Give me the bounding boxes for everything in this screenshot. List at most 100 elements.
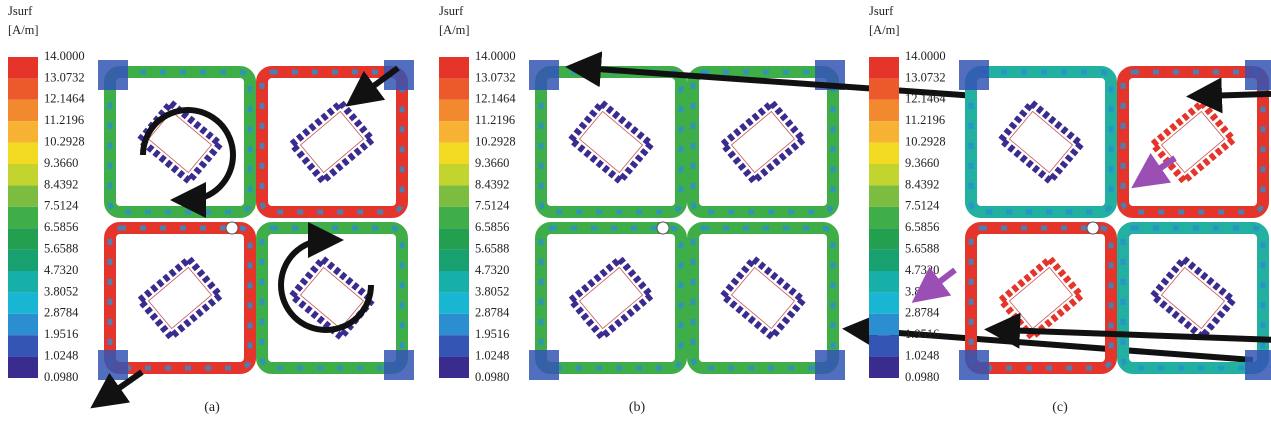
- legend-label: 14.0000: [475, 49, 516, 63]
- corner-tab: [98, 350, 128, 380]
- legend-label: 4.7320: [905, 263, 939, 277]
- legend-label: 3.8052: [475, 284, 509, 298]
- legend-label: 11.2196: [475, 113, 515, 127]
- ring-outline: [689, 224, 837, 372]
- ring-current-accent: [541, 72, 681, 212]
- ring-outline: [106, 224, 254, 372]
- legend-label: 5.6588: [475, 241, 509, 255]
- legend-swatch: [439, 164, 469, 185]
- ring-outline: [537, 68, 685, 216]
- legend-label: 10.2928: [44, 134, 85, 148]
- corner-tab: [959, 60, 989, 90]
- legend-swatch: [439, 292, 469, 313]
- legend-swatch: [8, 78, 38, 99]
- ring-current-accent: [971, 72, 1111, 212]
- ring-outline: [967, 68, 1115, 216]
- ring-outline: [1119, 68, 1267, 216]
- legend-label: 9.3660: [905, 156, 939, 170]
- legend-swatch: [869, 207, 899, 228]
- legend-label: 0.0980: [475, 370, 509, 384]
- legend-swatch: [8, 228, 38, 249]
- ring-outline: [537, 224, 685, 372]
- legend-swatch: [8, 121, 38, 142]
- legend-label: 9.3660: [44, 156, 78, 170]
- legend-label: 3.8052: [44, 284, 78, 298]
- legend-swatch: [869, 121, 899, 142]
- legend-swatch: [869, 357, 899, 378]
- legend-label: 13.0732: [905, 70, 946, 84]
- legend-swatch: [8, 100, 38, 121]
- legend-swatch: [8, 143, 38, 164]
- legend-label: 6.5856: [44, 220, 78, 234]
- caption: (b): [629, 400, 646, 415]
- legend-unit: [A/m]: [439, 23, 470, 37]
- legend-swatch: [8, 185, 38, 206]
- legend-swatch: [439, 207, 469, 228]
- corner-tab: [1245, 60, 1271, 90]
- legend-swatch: [439, 143, 469, 164]
- inner-loop-line: [149, 267, 212, 328]
- legend-swatch: [869, 250, 899, 271]
- legend-label: 12.1464: [475, 92, 516, 106]
- ring-current: [693, 228, 833, 368]
- legend-swatch: [439, 250, 469, 271]
- ring-current-accent: [693, 228, 833, 368]
- ring-current-accent: [262, 72, 402, 212]
- legend-label: 8.4392: [475, 177, 509, 191]
- ring-current: [971, 72, 1111, 212]
- legend-swatch: [869, 143, 899, 164]
- legend-swatch: [869, 100, 899, 121]
- legend-swatch: [8, 207, 38, 228]
- ring-current-accent: [110, 228, 250, 368]
- corner-tab: [384, 350, 414, 380]
- ring-current: [1123, 228, 1263, 368]
- legend-label: 4.7320: [44, 263, 78, 277]
- legend-label: 5.6588: [905, 241, 939, 255]
- center-via: [1087, 222, 1099, 234]
- corner-tab: [98, 60, 128, 90]
- ring-current: [262, 72, 402, 212]
- legend-label: 11.2196: [44, 113, 84, 127]
- ring-current: [693, 72, 833, 212]
- ring-current: [541, 228, 681, 368]
- legend-label: 5.6588: [44, 241, 78, 255]
- legend-label: 6.5856: [905, 220, 939, 234]
- legend-label: 1.0248: [905, 348, 939, 362]
- legend-label: 8.4392: [44, 177, 78, 191]
- legend-label: 0.0980: [44, 370, 78, 384]
- legend-swatch: [869, 335, 899, 356]
- legend-swatch: [439, 314, 469, 335]
- legend-swatch: [439, 357, 469, 378]
- legend-swatch: [8, 57, 38, 78]
- legend-label: 14.0000: [44, 49, 85, 63]
- corner-tab: [959, 350, 989, 380]
- legend-label: 14.0000: [905, 49, 946, 63]
- legend-swatch: [869, 164, 899, 185]
- inner-loop-line: [580, 267, 643, 328]
- corner-tab: [529, 60, 559, 90]
- center-via: [226, 222, 238, 234]
- legend-label: 7.5124: [905, 199, 940, 213]
- legend-swatch: [8, 314, 38, 335]
- inner-loop-line: [1010, 267, 1073, 328]
- legend-label: 1.9516: [905, 327, 939, 341]
- legend-swatch: [8, 164, 38, 185]
- inner-loop-line: [301, 111, 364, 172]
- legend-label: 10.2928: [905, 134, 946, 148]
- legend-swatch: [869, 228, 899, 249]
- legend-swatch: [8, 357, 38, 378]
- legend-swatch: [869, 314, 899, 335]
- legend-label: 1.9516: [475, 327, 509, 341]
- legend-label: 10.2928: [475, 134, 516, 148]
- legend-swatch: [8, 250, 38, 271]
- caption: (c): [1052, 400, 1068, 415]
- legend-unit: [A/m]: [869, 23, 900, 37]
- corner-tab: [529, 350, 559, 380]
- legend-swatch: [8, 335, 38, 356]
- legend-swatch: [439, 121, 469, 142]
- legend-swatch: [439, 78, 469, 99]
- legend-label: 0.0980: [905, 370, 939, 384]
- legend-label: 1.9516: [44, 327, 78, 341]
- legend-label: 13.0732: [475, 70, 516, 84]
- legend-label: 12.1464: [44, 92, 85, 106]
